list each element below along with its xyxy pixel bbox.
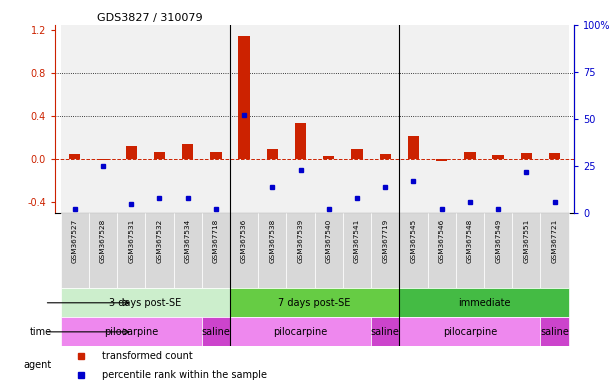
Bar [541, 317, 569, 346]
Bar [89, 25, 117, 213]
Bar [117, 213, 145, 288]
Bar [428, 213, 456, 288]
Text: GSM367528: GSM367528 [100, 219, 106, 263]
Bar [145, 213, 174, 288]
Bar [60, 25, 89, 213]
Bar [230, 25, 258, 213]
Bar [202, 25, 230, 213]
Bar [97, 159, 109, 161]
Text: GSM367721: GSM367721 [552, 219, 558, 263]
Text: GSM367718: GSM367718 [213, 219, 219, 263]
Bar [371, 317, 400, 346]
Bar [343, 25, 371, 213]
Bar [521, 153, 532, 159]
Text: saline: saline [371, 327, 400, 337]
Bar [315, 213, 343, 288]
Bar [202, 317, 230, 346]
Bar [266, 149, 278, 159]
Bar [484, 213, 512, 288]
Bar [315, 25, 343, 213]
Text: GSM367527: GSM367527 [71, 219, 78, 263]
Bar [484, 25, 512, 213]
Bar [400, 213, 428, 288]
Bar [69, 154, 81, 159]
Bar [230, 288, 400, 317]
Bar [287, 25, 315, 213]
Bar [60, 213, 89, 288]
Bar [154, 152, 165, 159]
Bar [351, 149, 363, 159]
Text: pilocarpine: pilocarpine [274, 327, 327, 337]
Text: GDS3827 / 310079: GDS3827 / 310079 [97, 13, 202, 23]
Bar [125, 146, 137, 159]
Text: GSM367539: GSM367539 [298, 219, 304, 263]
Text: pilocarpine: pilocarpine [104, 327, 158, 337]
Bar [323, 156, 334, 159]
Bar [258, 25, 287, 213]
Text: GSM367546: GSM367546 [439, 219, 445, 263]
Text: time: time [30, 327, 52, 337]
Text: 3 days post-SE: 3 days post-SE [109, 298, 181, 308]
Text: GSM367549: GSM367549 [495, 219, 501, 263]
Text: GSM367531: GSM367531 [128, 219, 134, 263]
Text: GSM367540: GSM367540 [326, 219, 332, 263]
Text: GSM367541: GSM367541 [354, 219, 360, 263]
Text: transformed count: transformed count [101, 351, 192, 361]
Text: immediate: immediate [458, 298, 510, 308]
Text: GSM367548: GSM367548 [467, 219, 473, 263]
Bar [117, 25, 145, 213]
Bar [541, 213, 569, 288]
Text: pilocarpine: pilocarpine [443, 327, 497, 337]
Bar [202, 213, 230, 288]
Bar [60, 288, 230, 317]
Bar [464, 152, 475, 159]
Bar [379, 154, 391, 159]
Bar [89, 213, 117, 288]
Bar [400, 25, 428, 213]
Text: GSM367545: GSM367545 [411, 219, 417, 263]
Bar [238, 36, 250, 159]
Bar [549, 153, 560, 159]
Bar [182, 144, 193, 159]
Text: saline: saline [540, 327, 569, 337]
Text: GSM367532: GSM367532 [156, 219, 163, 263]
Text: 7 days post-SE: 7 days post-SE [279, 298, 351, 308]
Bar [541, 25, 569, 213]
Bar [408, 136, 419, 159]
Bar [512, 213, 541, 288]
Text: GSM367536: GSM367536 [241, 219, 247, 263]
Bar [456, 25, 484, 213]
Bar [400, 288, 569, 317]
Bar [371, 213, 400, 288]
Bar [428, 25, 456, 213]
Bar [436, 159, 447, 161]
Bar [343, 213, 371, 288]
Bar [258, 213, 287, 288]
Bar [230, 317, 371, 346]
Text: GSM367551: GSM367551 [524, 219, 529, 263]
Text: agent: agent [24, 360, 52, 370]
Bar [400, 317, 541, 346]
Text: GSM367719: GSM367719 [382, 219, 388, 263]
Bar [287, 213, 315, 288]
Bar [60, 317, 202, 346]
Bar [492, 155, 504, 159]
Bar [174, 213, 202, 288]
Bar [512, 25, 541, 213]
Bar [230, 213, 258, 288]
Bar [371, 25, 400, 213]
Bar [295, 123, 306, 159]
Text: percentile rank within the sample: percentile rank within the sample [101, 369, 267, 380]
Text: GSM367538: GSM367538 [269, 219, 276, 263]
Bar [174, 25, 202, 213]
Text: saline: saline [202, 327, 230, 337]
Text: GSM367534: GSM367534 [185, 219, 191, 263]
Bar [145, 25, 174, 213]
Bar [456, 213, 484, 288]
Bar [210, 152, 222, 159]
